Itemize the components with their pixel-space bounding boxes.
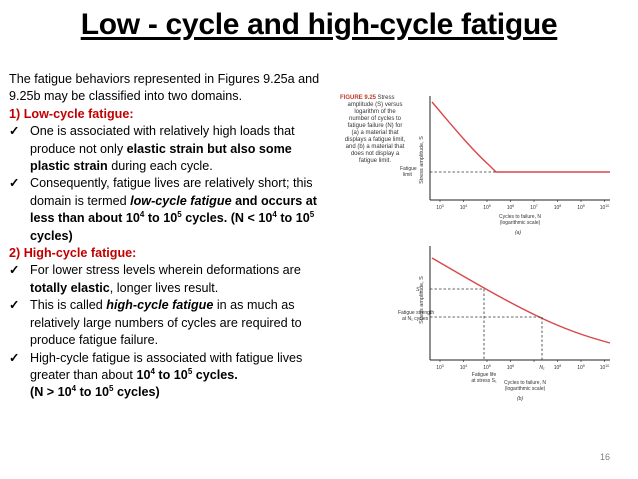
x-axis-label-b: (logarithmic scale) [505,386,546,392]
checkmark-icon: ✓ [9,263,20,278]
caption-line: amplitude (S) versus [347,102,402,108]
sn-curve-a [431,101,610,173]
low-cycle-bullet-1: ✓ One is associated with relatively high … [9,124,295,174]
caption-line: fatigue failure (N) for [348,123,403,129]
x-ticks-b: 103 104 105 106 108 109 1010 N₁ [436,360,609,371]
caption-line: does not display a [351,151,400,157]
life-label: at stress S₁ [471,378,497,384]
intro-text: The fatigue behaviors represented in Fig… [9,72,320,104]
fatigue-limit-label: limit [403,172,412,178]
panel-a-label: (a) [515,230,521,236]
checkmark-icon: ✓ [9,124,20,139]
x-tick-label: 105 [483,364,491,371]
high-cycle-bullet-1: ✓ For lower stress levels wherein deform… [9,263,301,295]
caption-line: and (b) a material that [346,144,405,150]
caption-line: number of cycles to [349,116,402,122]
x-tick-label: 104 [460,204,468,211]
low-cycle-bullet-2: ✓ Consequently, fatigue lives are relativ… [9,176,317,243]
slide-body: The fatigue behaviors represented in Fig… [9,71,321,402]
high-cycle-bullet-2: ✓ This is called high-cycle fatigue in as… [9,298,302,348]
caption-label: FIGURE 9.25 [340,95,377,101]
x-tick-label: 108 [554,204,562,211]
sn-curve-b [431,257,611,344]
s1-label: S1 [416,287,422,294]
caption-line: displays a fatigue limit, [345,137,406,143]
life-label: Fatigue life [472,372,497,378]
x-tick-label: 109 [577,204,585,211]
caption-line: (a) a material that [351,130,398,136]
x-tick-label: 106 [507,204,515,211]
checkmark-icon: ✓ [9,350,20,365]
x-axis-label-a: Cycles to failure, N [499,214,541,220]
x-tick-label: 1010 [600,204,610,211]
slide-title: Low - cycle and high-cycle fatigue [80,8,558,41]
fatigue-figure: FIGURE 9.25 Stress amplitude (S) versus … [320,88,630,458]
high-cycle-heading: 2) High-cycle fatigue: [9,246,137,261]
x-axis-label-b: Cycles to failure, N [504,380,546,386]
x-tick-label: 106 [507,364,515,371]
y-axis-label-b: Stress amplitude, S [419,276,425,324]
page-number: 16 [599,452,610,462]
caption-line: logarithm of the [354,109,396,115]
x-tick-label: 109 [577,364,585,371]
strength-label: Fatigue strength [398,310,434,316]
figure-caption: FIGURE 9.25 Stress amplitude (S) versus … [340,95,406,164]
y-axis-label-a: Stress amplitude, S [419,136,425,184]
x-ticks-a: 103 104 105 106 107 108 109 1010 [436,200,609,211]
x-tick-label: 103 [436,204,444,211]
x-tick-label: 105 [483,204,491,211]
panel-a: Stress amplitude, S Fatigue limit 103 104… [400,96,610,236]
caption-line: Stress [377,95,394,101]
x-axis-label-a: (logarithmic scale) [500,220,541,226]
x-tick-label: 108 [554,364,562,371]
caption-line: fatigue limit. [359,158,391,164]
x-tick-label: 104 [460,364,468,371]
panel-b: Stress amplitude, S S1 Fatigue strength … [398,246,611,402]
strength-label: at N₁ cycles [402,316,429,322]
x-tick-label: 103 [436,364,444,371]
checkmark-icon: ✓ [9,176,20,191]
n1-tick-label: N₁ [539,365,545,371]
fatigue-figure-svg: FIGURE 9.25 Stress amplitude (S) versus … [340,95,611,402]
high-cycle-bullet-3: ✓ High-cycle fatigue is associated with f… [9,350,303,400]
checkmark-icon: ✓ [9,298,20,313]
panel-b-label: (b) [517,396,523,402]
fatigue-limit-label: Fatigue [400,166,417,172]
x-tick-label: 1010 [600,364,610,371]
low-cycle-heading: 1) Low-cycle fatigue: [9,106,134,121]
x-tick-label: 107 [530,204,538,211]
